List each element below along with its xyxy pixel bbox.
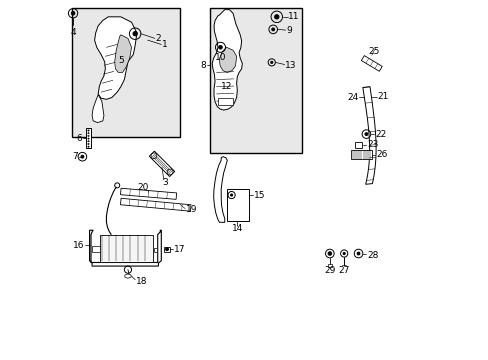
- Circle shape: [343, 252, 345, 255]
- Circle shape: [88, 143, 89, 145]
- Polygon shape: [361, 55, 382, 71]
- Text: 22: 22: [374, 130, 386, 139]
- Circle shape: [71, 12, 75, 15]
- Text: 28: 28: [366, 251, 378, 260]
- Polygon shape: [120, 188, 176, 199]
- Text: 1: 1: [162, 40, 167, 49]
- Polygon shape: [212, 10, 242, 110]
- Text: 25: 25: [368, 47, 379, 56]
- Text: 19: 19: [186, 205, 198, 214]
- Polygon shape: [115, 35, 131, 72]
- Circle shape: [88, 146, 89, 147]
- Text: 18: 18: [136, 276, 147, 285]
- Circle shape: [88, 132, 89, 134]
- Bar: [327, 264, 331, 267]
- Bar: [92, 246, 100, 252]
- Circle shape: [88, 138, 89, 139]
- Polygon shape: [219, 47, 236, 72]
- Text: 24: 24: [346, 93, 358, 102]
- Text: 29: 29: [324, 266, 335, 275]
- Text: 13: 13: [285, 61, 296, 70]
- Text: 6: 6: [77, 134, 82, 143]
- Circle shape: [364, 133, 367, 135]
- Text: 17: 17: [173, 245, 184, 254]
- Text: 27: 27: [338, 266, 349, 275]
- Text: 23: 23: [366, 140, 378, 149]
- Bar: [163, 247, 170, 252]
- Text: 3: 3: [162, 178, 167, 187]
- Bar: [351, 150, 371, 159]
- Text: 14: 14: [231, 224, 243, 233]
- Circle shape: [88, 140, 89, 142]
- Polygon shape: [92, 95, 104, 123]
- Bar: [210, 8, 301, 153]
- Circle shape: [88, 130, 89, 131]
- Polygon shape: [362, 87, 375, 184]
- Bar: [72, 8, 180, 137]
- Bar: [218, 98, 233, 105]
- Text: 21: 21: [377, 92, 388, 101]
- Polygon shape: [120, 198, 191, 211]
- Circle shape: [133, 32, 137, 36]
- Circle shape: [327, 252, 331, 255]
- Text: 20: 20: [138, 183, 149, 192]
- Bar: [86, 128, 91, 148]
- Circle shape: [81, 155, 83, 158]
- Text: 8: 8: [200, 61, 206, 70]
- Circle shape: [165, 248, 168, 251]
- Polygon shape: [213, 157, 227, 222]
- Text: 10: 10: [214, 53, 226, 62]
- Bar: [153, 248, 157, 252]
- Text: 2: 2: [155, 34, 161, 43]
- Circle shape: [230, 194, 232, 196]
- Text: 11: 11: [287, 12, 299, 21]
- Circle shape: [270, 61, 272, 63]
- Bar: [227, 189, 248, 221]
- Text: 5: 5: [118, 57, 123, 66]
- Text: 4: 4: [70, 28, 76, 37]
- Text: 26: 26: [375, 150, 386, 159]
- Circle shape: [88, 135, 89, 136]
- Text: 16: 16: [73, 241, 84, 250]
- Circle shape: [356, 252, 359, 255]
- Circle shape: [218, 45, 222, 49]
- Bar: [100, 235, 153, 262]
- Circle shape: [274, 15, 278, 19]
- Polygon shape: [124, 274, 131, 278]
- Polygon shape: [89, 230, 161, 266]
- Polygon shape: [94, 17, 137, 99]
- Text: 12: 12: [221, 82, 232, 91]
- Text: 7: 7: [72, 152, 78, 161]
- Text: 15: 15: [253, 190, 265, 199]
- Polygon shape: [149, 151, 174, 176]
- Circle shape: [271, 28, 274, 31]
- Text: 9: 9: [286, 26, 292, 35]
